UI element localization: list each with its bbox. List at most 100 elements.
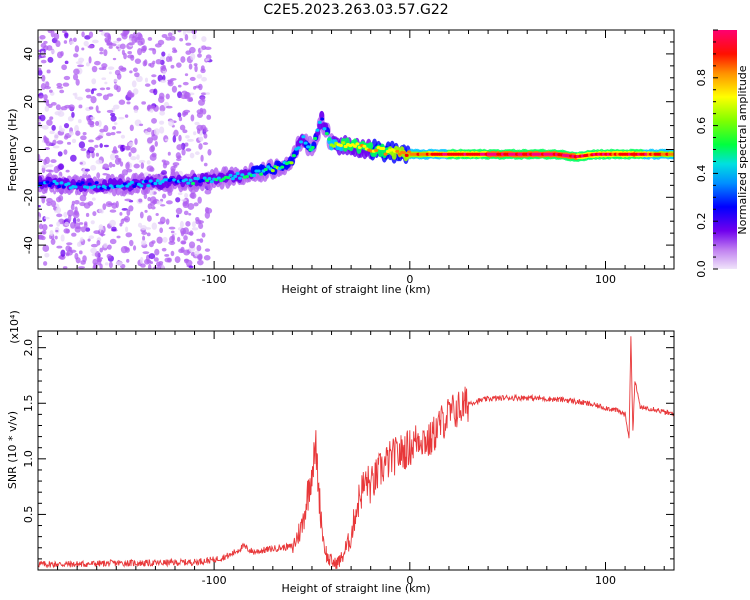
heatmap-noise-cell <box>134 138 138 146</box>
heatmap-ridge-core <box>381 146 386 151</box>
heatmap-noise-cell <box>125 226 129 233</box>
heatmap-noise-cell <box>44 156 50 165</box>
heatmap-noise-cell <box>97 120 102 128</box>
heatmap-noise-cell <box>159 227 164 234</box>
heatmap-noise-cell <box>85 62 90 67</box>
heatmap-noise-cell <box>40 59 47 64</box>
heatmap-noise-cell <box>75 257 81 264</box>
heatmap-noise-cell <box>139 123 144 127</box>
heatmap-noise-cell <box>133 109 138 113</box>
heatmap-noise-cell <box>55 206 62 214</box>
heatmap-noise-cell <box>194 65 198 73</box>
heatmap-ridge-core <box>240 173 245 177</box>
heatmap-noise-cell <box>131 80 137 88</box>
heatmap-noise-cell <box>56 221 61 227</box>
heatmap-noise-cell <box>153 88 158 96</box>
heatmap-noise-cell <box>132 245 137 251</box>
heatmap-noise-cell <box>80 135 87 141</box>
heatmap-noise-cell <box>92 211 97 217</box>
heatmap-noise-cell <box>201 232 206 238</box>
heatmap-noise-cell <box>142 251 150 255</box>
snr-background <box>38 331 674 570</box>
heatmap-noise-cell <box>88 147 96 152</box>
heatmap-noise-cell <box>71 232 77 237</box>
heatmap-noise-cell <box>48 224 54 227</box>
heatmap-noise-cell <box>114 69 121 76</box>
heatmap-noise-cell <box>38 223 44 230</box>
heatmap-ridge-core <box>362 144 367 148</box>
heatmap-noise-cell <box>127 50 132 55</box>
heatmap-noise-cell <box>183 249 190 256</box>
heatmap-noise-cell <box>107 66 115 70</box>
heatmap-noise-cell <box>62 266 68 269</box>
heatmap-noise-cell <box>133 105 139 112</box>
heatmap-noise-cell <box>149 145 155 153</box>
heatmap-noise-cell <box>90 164 97 171</box>
heatmap-noise-cell <box>94 251 101 258</box>
heatmap-noise-cell <box>94 60 101 66</box>
heatmap-noise-cell <box>114 157 121 165</box>
heatmap-noise-cell <box>96 240 101 246</box>
snr-y-tick-label: 1.5 <box>22 395 35 413</box>
heatmap-noise-cell <box>161 170 167 176</box>
heatmap-noise-cell <box>177 84 182 88</box>
heatmap-noise-cell <box>43 261 48 266</box>
heatmap-noise-cell <box>202 142 209 145</box>
heatmap-noise-cell <box>101 77 107 81</box>
heatmap-noise-cell <box>192 33 197 40</box>
heatmap-noise-cell <box>44 253 50 258</box>
heatmap-noise-cell <box>142 60 147 67</box>
heatmap-noise-cell <box>63 149 68 155</box>
heatmap-ridge-core <box>306 145 311 149</box>
heatmap-noise-cell <box>96 258 103 263</box>
heatmap-ridge-core <box>183 178 188 182</box>
heatmap-noise-cell <box>66 242 73 246</box>
heatmap-noise-cell <box>50 49 56 54</box>
heatmap-noise-cell <box>51 124 56 131</box>
heatmap-noise-cell <box>172 47 176 51</box>
heatmap-noise-cell <box>67 209 74 217</box>
heatmap-noise-cell <box>123 52 127 60</box>
heatmap-noise-cell <box>109 153 116 161</box>
heatmap-noise-cell <box>185 50 192 55</box>
spectrogram-x-tick-label: -100 <box>202 273 227 286</box>
heatmap-noise-cell <box>167 80 174 87</box>
heatmap-noise-cell <box>75 61 83 65</box>
heatmap-noise-cell <box>181 199 187 202</box>
heatmap-ridge-core <box>59 181 64 185</box>
heatmap-noise-cell <box>107 202 115 206</box>
heatmap-noise-cell <box>121 207 128 211</box>
heatmap-noise-cell <box>161 247 167 252</box>
heatmap-noise-cell <box>148 47 156 51</box>
colorbar-gradient <box>713 30 737 269</box>
heatmap-noise-cell <box>162 193 167 199</box>
heatmap-ridge-core <box>73 185 78 189</box>
heatmap-noise-cell <box>60 249 66 257</box>
heatmap-noise-cell <box>125 232 133 238</box>
heatmap-noise-cell <box>184 33 189 41</box>
heatmap-noise-cell <box>205 58 210 62</box>
snr-plot-area <box>38 336 674 569</box>
heatmap-noise-cell <box>190 192 197 200</box>
heatmap-noise-cell <box>83 202 91 209</box>
heatmap-noise-cell <box>57 111 65 117</box>
heatmap-noise-cell <box>181 241 186 245</box>
heatmap-ridge-core <box>207 176 212 181</box>
heatmap-noise-cell <box>116 235 121 239</box>
heatmap-noise-cell <box>128 152 132 158</box>
heatmap-noise-cell <box>103 49 108 57</box>
heatmap-noise-cell <box>55 196 62 203</box>
spectrogram-panel: -100 0 100 -40 -20 0 20 40 Height of straight l… <box>6 29 675 296</box>
heatmap-noise-cell <box>82 132 87 136</box>
heatmap-ridge-core <box>47 183 52 188</box>
heatmap-noise-cell <box>112 104 120 110</box>
heatmap-noise-cell <box>190 53 196 61</box>
heatmap-noise-cell <box>96 172 101 179</box>
heatmap-ridge-core <box>320 117 325 121</box>
heatmap-noise-cell <box>177 236 181 242</box>
heatmap-ridge-core <box>270 169 275 173</box>
colorbar-tick-label: 0.2 <box>695 212 708 230</box>
heatmap-noise-cell <box>146 215 152 222</box>
heatmap-ridge-core <box>355 142 360 146</box>
heatmap-noise-cell <box>182 30 187 36</box>
